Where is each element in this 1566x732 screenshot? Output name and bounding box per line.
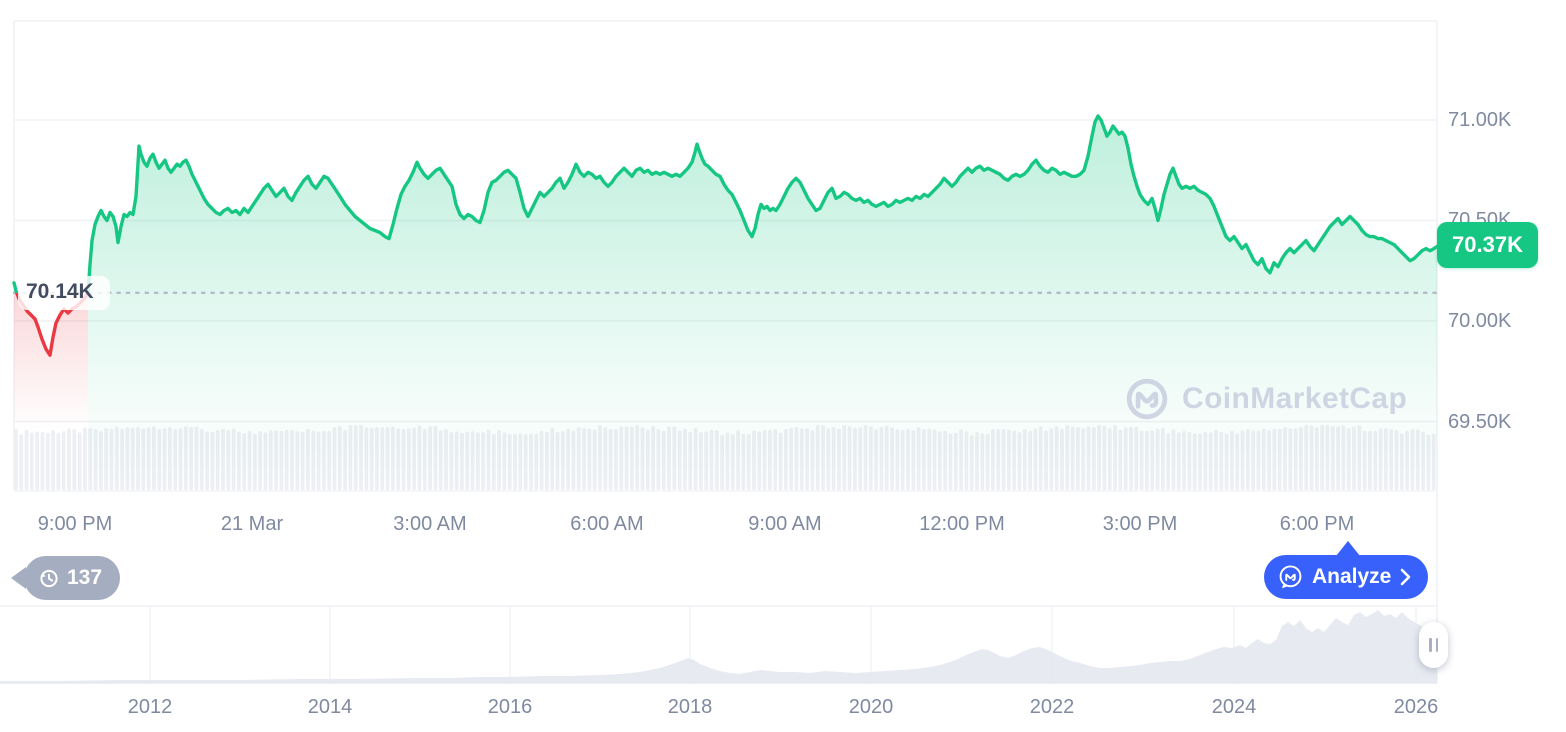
price-area-up [88,116,1437,491]
watermark-text: CoinMarketCap [1182,382,1408,415]
x-tick-9pm: 9:00 PM [37,513,113,535]
price-area-down [14,282,88,491]
navigator[interactable] [0,605,1437,684]
nav-year-2018: 2018 [667,696,713,718]
baseline-label-chip [18,276,110,310]
history-count-value: 137 [67,566,103,589]
nav-year-2016: 2016 [487,696,533,718]
current-price-value: 70.37K [1452,232,1523,257]
x-tick-3pm: 3:00 PM [1102,513,1178,535]
nav-year-2014: 2014 [307,696,353,718]
nav-year-2024: 2024 [1211,696,1257,718]
x-tick-9am: 9:00 AM [748,513,822,535]
baseline-price-label: 70.14K [26,280,94,303]
analyze-button-pointer [1336,541,1360,556]
navigator-range-handle[interactable] [1419,622,1448,668]
cmc-chat-bubble-icon [1279,564,1302,588]
analyze-button[interactable]: Analyze [1264,555,1429,599]
history-count-chip[interactable]: 137 [24,556,121,600]
y-axis-label-7100k: 71.00K [1448,109,1512,131]
nav-year-2012: 2012 [127,696,173,718]
navigator-area [0,610,1437,683]
x-tick-21mar: 21 Mar [220,513,284,535]
x-tick-6pm: 6:00 PM [1279,513,1355,535]
chevron-right-icon [1401,568,1411,586]
nav-year-2020: 2020 [848,696,894,718]
history-chip-pointer [11,567,26,589]
coinmarketcap-logo-icon [1126,378,1168,420]
current-price-badge: 70.37K [1437,222,1538,268]
history-clock-icon [40,569,58,588]
coinmarketcap-watermark: CoinMarketCap [1124,374,1407,424]
x-tick-12pm: 12:00 PM [919,513,1005,535]
nav-year-2022: 2022 [1029,696,1075,718]
y-axis-label-6950k: 69.50K [1448,411,1512,433]
nav-year-2026: 2026 [1393,696,1439,718]
price-line-up [12,114,1439,293]
y-axis-label-7000k: 70.00K [1448,310,1512,332]
x-tick-6am: 6:00 AM [570,513,644,535]
x-tick-3am: 3:00 AM [393,513,467,535]
analyze-button-label: Analyze [1312,565,1392,588]
